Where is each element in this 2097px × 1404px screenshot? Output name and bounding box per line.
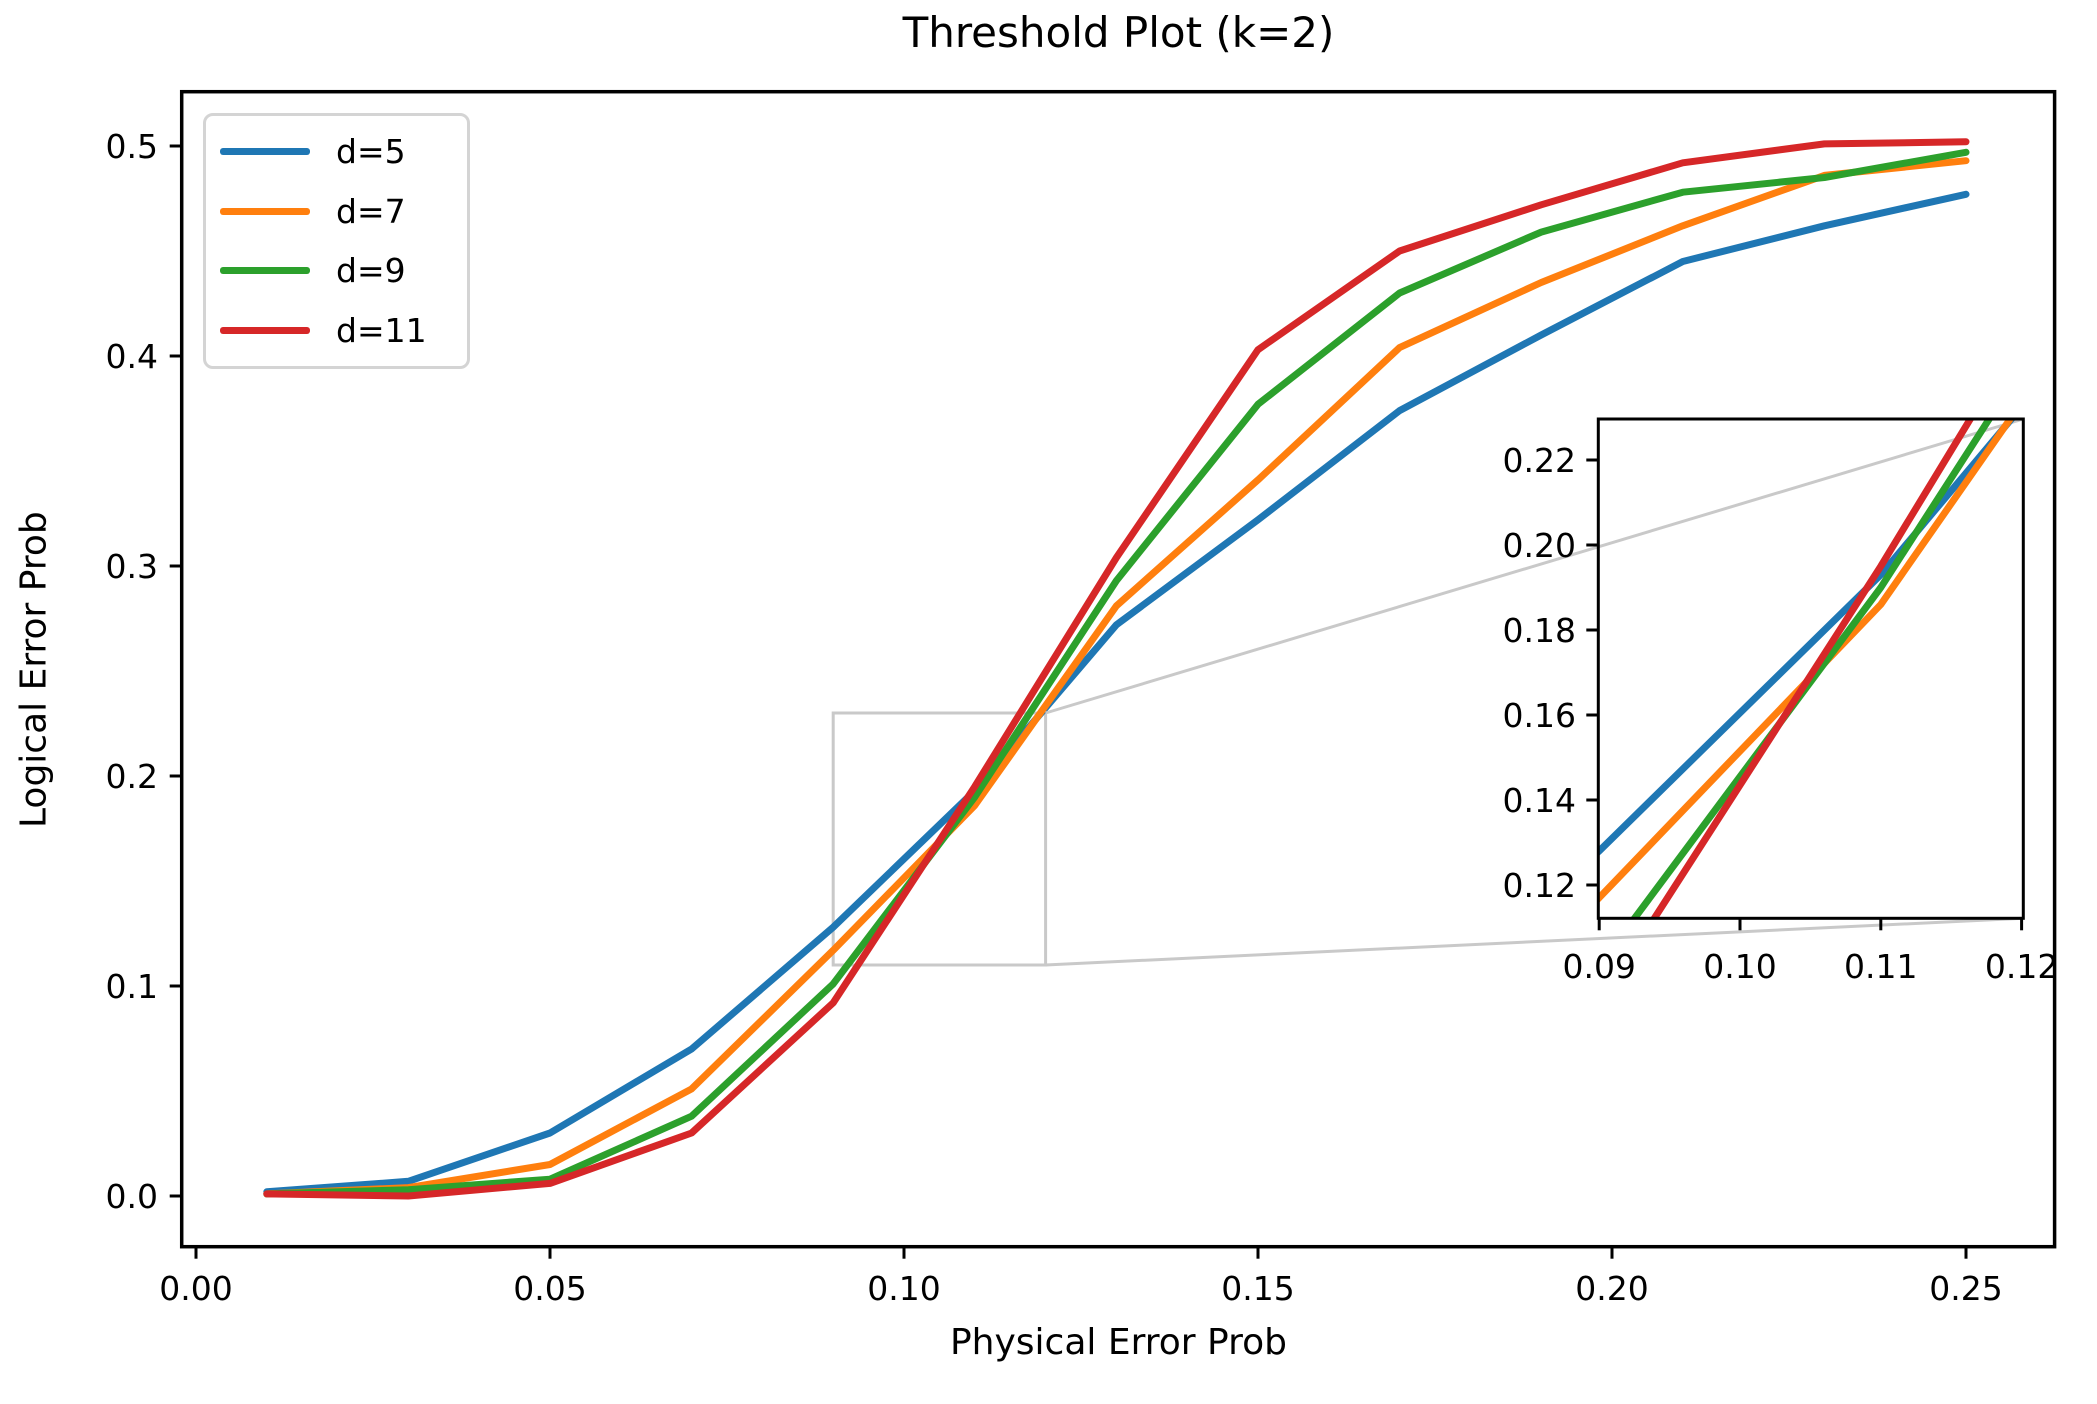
legend-entry-d9: d=9 xyxy=(206,243,467,299)
y-tick-label: 0.5 xyxy=(106,127,158,166)
series-line-d9 xyxy=(263,148,1970,1198)
y-tick-label: 0.1 xyxy=(106,967,158,1006)
legend-entry-d11: d=11 xyxy=(206,302,467,358)
inset-y-tick-label: 0.18 xyxy=(1503,611,1576,650)
inset-connector-top xyxy=(1045,417,2024,715)
legend-label-d5: d=5 xyxy=(336,132,406,172)
inset-y-tick-label: 0.20 xyxy=(1503,526,1576,565)
inset-y-tick-label: 0.22 xyxy=(1503,441,1576,480)
legend-swatch-d5 xyxy=(220,148,310,156)
y-tick-label: 0.0 xyxy=(106,1177,158,1216)
zoom-region-rect xyxy=(831,711,1048,967)
legend-swatch-d11 xyxy=(220,326,310,334)
legend-label-d11: d=11 xyxy=(336,310,427,350)
y-axis-label: Logical Error Prob xyxy=(13,511,55,828)
x-tick-label: 0.20 xyxy=(1575,1269,1648,1308)
series-line-d11 xyxy=(263,138,1970,1200)
y-tick-label: 0.3 xyxy=(106,547,158,586)
x-tick-label: 0.00 xyxy=(159,1269,232,1308)
y-tick-label: 0.2 xyxy=(106,757,158,796)
legend: d=5 d=7 d=9 d=11 xyxy=(203,113,470,369)
legend-label-d7: d=7 xyxy=(336,191,406,231)
inset-y-tick-label: 0.16 xyxy=(1503,696,1576,735)
inset-connector-bottom xyxy=(1045,916,2024,967)
legend-entry-d7: d=7 xyxy=(206,183,467,239)
legend-entry-d5: d=5 xyxy=(206,124,467,180)
legend-label-d9: d=9 xyxy=(336,251,406,291)
inset-y-tick-label: 0.14 xyxy=(1503,781,1576,820)
legend-swatch-d7 xyxy=(220,207,310,215)
x-tick-label: 0.05 xyxy=(513,1269,586,1308)
inset-y-tick-label: 0.12 xyxy=(1503,866,1576,905)
chart-title: Threshold Plot (k=2) xyxy=(902,8,1335,57)
x-axis-label: Physical Error Prob xyxy=(949,1322,1288,1363)
inset-x-tick-label: 0.12 xyxy=(1985,947,2058,986)
inset-x-tick-label: 0.09 xyxy=(1562,947,1635,986)
legend-swatch-d9 xyxy=(220,267,310,275)
main-axes-frame xyxy=(179,89,2057,1249)
y-tick-label: 0.4 xyxy=(106,337,158,376)
x-tick-label: 0.10 xyxy=(867,1269,940,1308)
inset-x-tick-label: 0.10 xyxy=(1703,947,1776,986)
series-line-d5 xyxy=(263,190,1970,1196)
x-tick-label: 0.25 xyxy=(1929,1269,2002,1308)
inset-x-tick-label: 0.11 xyxy=(1844,947,1917,986)
series-line-d7 xyxy=(263,157,1970,1198)
x-tick-label: 0.15 xyxy=(1221,1269,1294,1308)
inset-axes-frame xyxy=(1596,417,2025,920)
